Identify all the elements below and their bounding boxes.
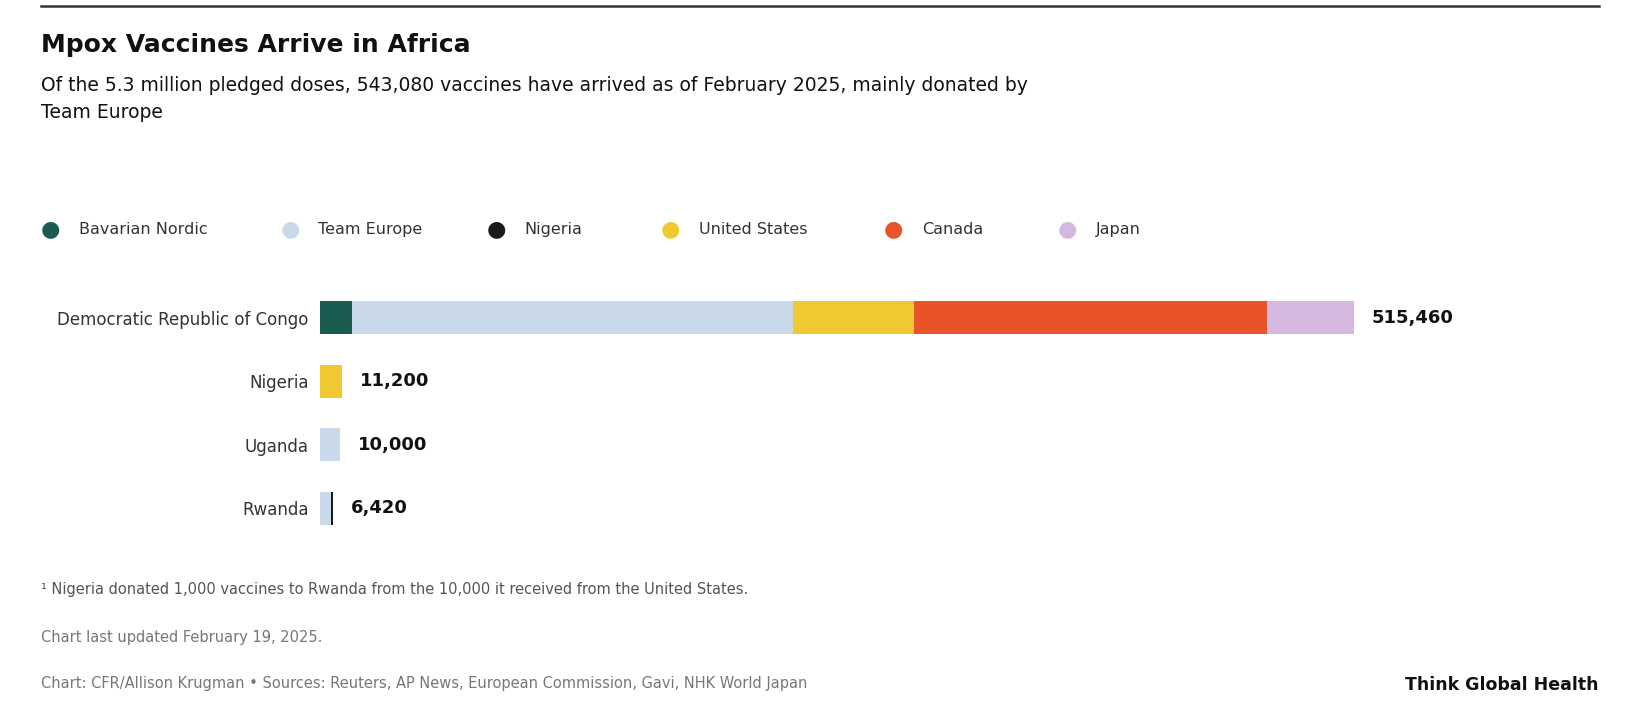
Text: Canada: Canada <box>921 222 982 237</box>
Text: 11,200: 11,200 <box>361 373 429 390</box>
Bar <box>352 301 793 334</box>
Text: Mpox Vaccines Arrive in Africa: Mpox Vaccines Arrive in Africa <box>41 33 470 57</box>
Bar <box>793 301 913 334</box>
Text: ●: ● <box>661 219 680 240</box>
Text: Japan: Japan <box>1095 222 1139 237</box>
Bar <box>320 301 352 334</box>
Bar <box>1265 301 1354 334</box>
Bar <box>320 428 339 462</box>
Text: Team Europe: Team Europe <box>318 222 423 237</box>
Text: ¹ Nigeria donated 1,000 vaccines to Rwanda from the 10,000 it received from the : ¹ Nigeria donated 1,000 vaccines to Rwan… <box>41 582 747 598</box>
Text: ●: ● <box>1057 219 1077 240</box>
Text: Nigeria: Nigeria <box>524 222 582 237</box>
Text: ●: ● <box>883 219 903 240</box>
Bar <box>331 492 333 525</box>
Text: Bavarian Nordic: Bavarian Nordic <box>79 222 207 237</box>
Text: 515,460: 515,460 <box>1372 309 1452 327</box>
Bar <box>913 301 1265 334</box>
Text: Think Global Health: Think Global Health <box>1405 676 1598 694</box>
Text: United States: United States <box>698 222 806 237</box>
Text: 10,000: 10,000 <box>357 436 428 454</box>
Text: ●: ● <box>280 219 300 240</box>
Text: Chart: CFR/Allison Krugman • Sources: Reuters, AP News, European Commission, Gav: Chart: CFR/Allison Krugman • Sources: Re… <box>41 676 806 691</box>
Text: ●: ● <box>41 219 61 240</box>
Text: ●: ● <box>487 219 506 240</box>
Bar <box>320 492 331 525</box>
Text: Of the 5.3 million pledged doses, 543,080 vaccines have arrived as of February 2: Of the 5.3 million pledged doses, 543,08… <box>41 76 1028 122</box>
Text: Chart last updated February 19, 2025.: Chart last updated February 19, 2025. <box>41 630 323 645</box>
Text: 6,420: 6,420 <box>351 499 408 518</box>
Bar <box>320 365 343 398</box>
